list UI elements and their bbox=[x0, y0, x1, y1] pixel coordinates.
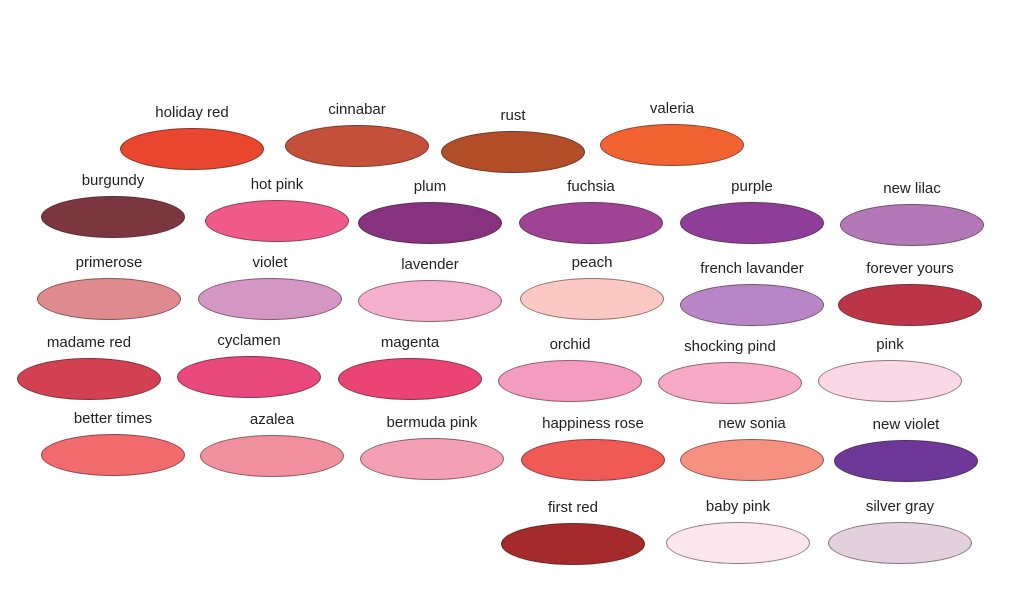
swatch-label: madame red bbox=[46, 334, 132, 351]
swatch-label: silver gray bbox=[865, 498, 935, 515]
color-ellipse bbox=[520, 278, 664, 320]
swatch-label: fuchsia bbox=[567, 178, 615, 195]
color-ellipse bbox=[828, 522, 972, 564]
swatch-label: violet bbox=[252, 254, 288, 271]
swatch-label: plum bbox=[413, 178, 447, 195]
swatch-label: primerose bbox=[75, 254, 143, 271]
swatch-label: shocking pind bbox=[684, 338, 776, 355]
color-swatch: madame red bbox=[17, 334, 161, 414]
color-swatch: shocking pind bbox=[658, 338, 802, 418]
color-ellipse bbox=[205, 200, 349, 242]
color-ellipse bbox=[200, 435, 344, 477]
swatch-label: rust bbox=[500, 107, 526, 124]
color-swatch: valeria bbox=[600, 100, 744, 180]
color-swatch: burgundy bbox=[41, 172, 185, 252]
color-ellipse bbox=[360, 438, 504, 480]
color-ellipse bbox=[498, 360, 642, 402]
color-swatch: first red bbox=[501, 499, 645, 579]
swatch-label: first red bbox=[547, 499, 598, 516]
color-ellipse bbox=[41, 434, 185, 476]
color-swatch: azalea bbox=[200, 411, 344, 491]
color-swatch: primerose bbox=[37, 254, 181, 334]
swatch-label: peach bbox=[571, 254, 613, 271]
color-ellipse bbox=[818, 360, 962, 402]
color-ellipse bbox=[838, 284, 982, 326]
swatch-label: cyclamen bbox=[217, 332, 281, 349]
color-ellipse bbox=[658, 362, 802, 404]
color-swatch: new sonia bbox=[680, 415, 824, 495]
color-ellipse bbox=[358, 202, 502, 244]
color-swatch: silver gray bbox=[828, 498, 972, 578]
color-swatch: hot pink bbox=[205, 176, 349, 256]
color-swatch: magenta bbox=[338, 334, 482, 414]
color-ellipse bbox=[120, 128, 264, 170]
color-ellipse bbox=[338, 358, 482, 400]
color-swatch: baby pink bbox=[666, 498, 810, 578]
color-swatch: peach bbox=[520, 254, 664, 334]
color-ellipse bbox=[521, 439, 665, 481]
color-ellipse bbox=[666, 522, 810, 564]
color-ellipse bbox=[17, 358, 161, 400]
color-swatch: purple bbox=[680, 178, 824, 258]
swatch-label: happiness rose bbox=[542, 415, 644, 432]
color-ellipse bbox=[358, 280, 502, 322]
color-ellipse bbox=[600, 124, 744, 166]
swatch-label: magenta bbox=[380, 334, 440, 351]
color-ellipse bbox=[680, 284, 824, 326]
swatch-label: cinnabar bbox=[328, 101, 386, 118]
color-ellipse bbox=[519, 202, 663, 244]
color-swatch: french lavander bbox=[680, 260, 824, 340]
color-swatch: forever yours bbox=[838, 260, 982, 340]
color-swatch: bermuda pink bbox=[360, 414, 504, 494]
swatch-label: azalea bbox=[249, 411, 295, 428]
color-swatch: happiness rose bbox=[521, 415, 665, 495]
color-ellipse bbox=[37, 278, 181, 320]
swatch-label: bermuda pink bbox=[386, 414, 478, 431]
color-ellipse bbox=[834, 440, 978, 482]
swatch-label: holiday red bbox=[155, 104, 229, 121]
color-ellipse bbox=[441, 131, 585, 173]
color-ellipse bbox=[177, 356, 321, 398]
swatch-label: new lilac bbox=[883, 180, 941, 197]
color-swatch: orchid bbox=[498, 336, 642, 416]
color-swatch: pink bbox=[818, 336, 962, 416]
color-swatch: fuchsia bbox=[519, 178, 663, 258]
swatch-label: lavender bbox=[401, 256, 459, 273]
color-swatch: lavender bbox=[358, 256, 502, 336]
color-swatch: holiday red bbox=[120, 104, 264, 184]
swatch-label: forever yours bbox=[866, 260, 954, 277]
swatch-label: purple bbox=[731, 178, 773, 195]
color-ellipse bbox=[41, 196, 185, 238]
color-swatch: better times bbox=[41, 410, 185, 490]
color-ellipse bbox=[285, 125, 429, 167]
color-ellipse bbox=[680, 202, 824, 244]
swatch-label: french lavander bbox=[700, 260, 804, 277]
swatch-label: burgundy bbox=[81, 172, 145, 189]
swatch-label: orchid bbox=[549, 336, 591, 353]
color-swatch: new lilac bbox=[840, 180, 984, 260]
color-swatch: violet bbox=[198, 254, 342, 334]
swatch-label: baby pink bbox=[705, 498, 771, 515]
color-ellipse bbox=[680, 439, 824, 481]
color-swatch: cyclamen bbox=[177, 332, 321, 412]
swatch-label: new violet bbox=[872, 416, 940, 433]
color-swatch: rust bbox=[441, 107, 585, 187]
color-ellipse bbox=[501, 523, 645, 565]
swatch-label: new sonia bbox=[718, 415, 786, 432]
color-swatch: new violet bbox=[834, 416, 978, 496]
swatch-label: valeria bbox=[649, 100, 695, 117]
color-ellipse bbox=[198, 278, 342, 320]
swatch-label: pink bbox=[876, 336, 904, 353]
color-ellipse bbox=[840, 204, 984, 246]
color-swatch: cinnabar bbox=[285, 101, 429, 181]
swatch-label: hot pink bbox=[250, 176, 304, 193]
swatch-label: better times bbox=[73, 410, 153, 427]
color-swatch: plum bbox=[358, 178, 502, 258]
